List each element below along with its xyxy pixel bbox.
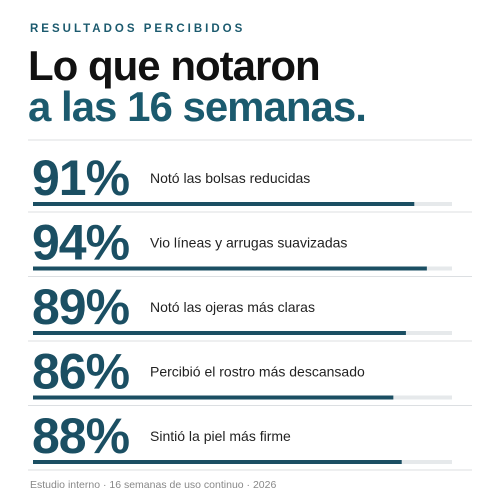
bar — [33, 202, 415, 206]
bar — [33, 331, 406, 335]
bar — [33, 460, 402, 464]
category-label: Percibió el rostro más descansado — [150, 364, 365, 380]
bar — [33, 395, 394, 400]
value-label: 91% — [32, 150, 130, 206]
title-line: Lo que notaron — [28, 42, 320, 89]
bar — [33, 266, 427, 271]
category-label: Vio líneas y arrugas suavizadas — [150, 235, 347, 251]
category-label: Notó las ojeras más claras — [150, 299, 315, 315]
category-label: Sintió la piel más firme — [150, 428, 291, 444]
value-label: 94% — [32, 215, 130, 271]
value-label: 86% — [32, 344, 130, 400]
kicker: RESULTADOS PERCIBIDOS — [30, 23, 245, 35]
category-label: Notó las bolsas reducidas — [150, 170, 310, 186]
footer: Estudio interno · 16 semanas de uso cont… — [30, 479, 276, 491]
title-line: a las 16 semanas. — [28, 83, 366, 130]
value-label: 88% — [32, 408, 130, 464]
value-label: 89% — [32, 279, 130, 335]
